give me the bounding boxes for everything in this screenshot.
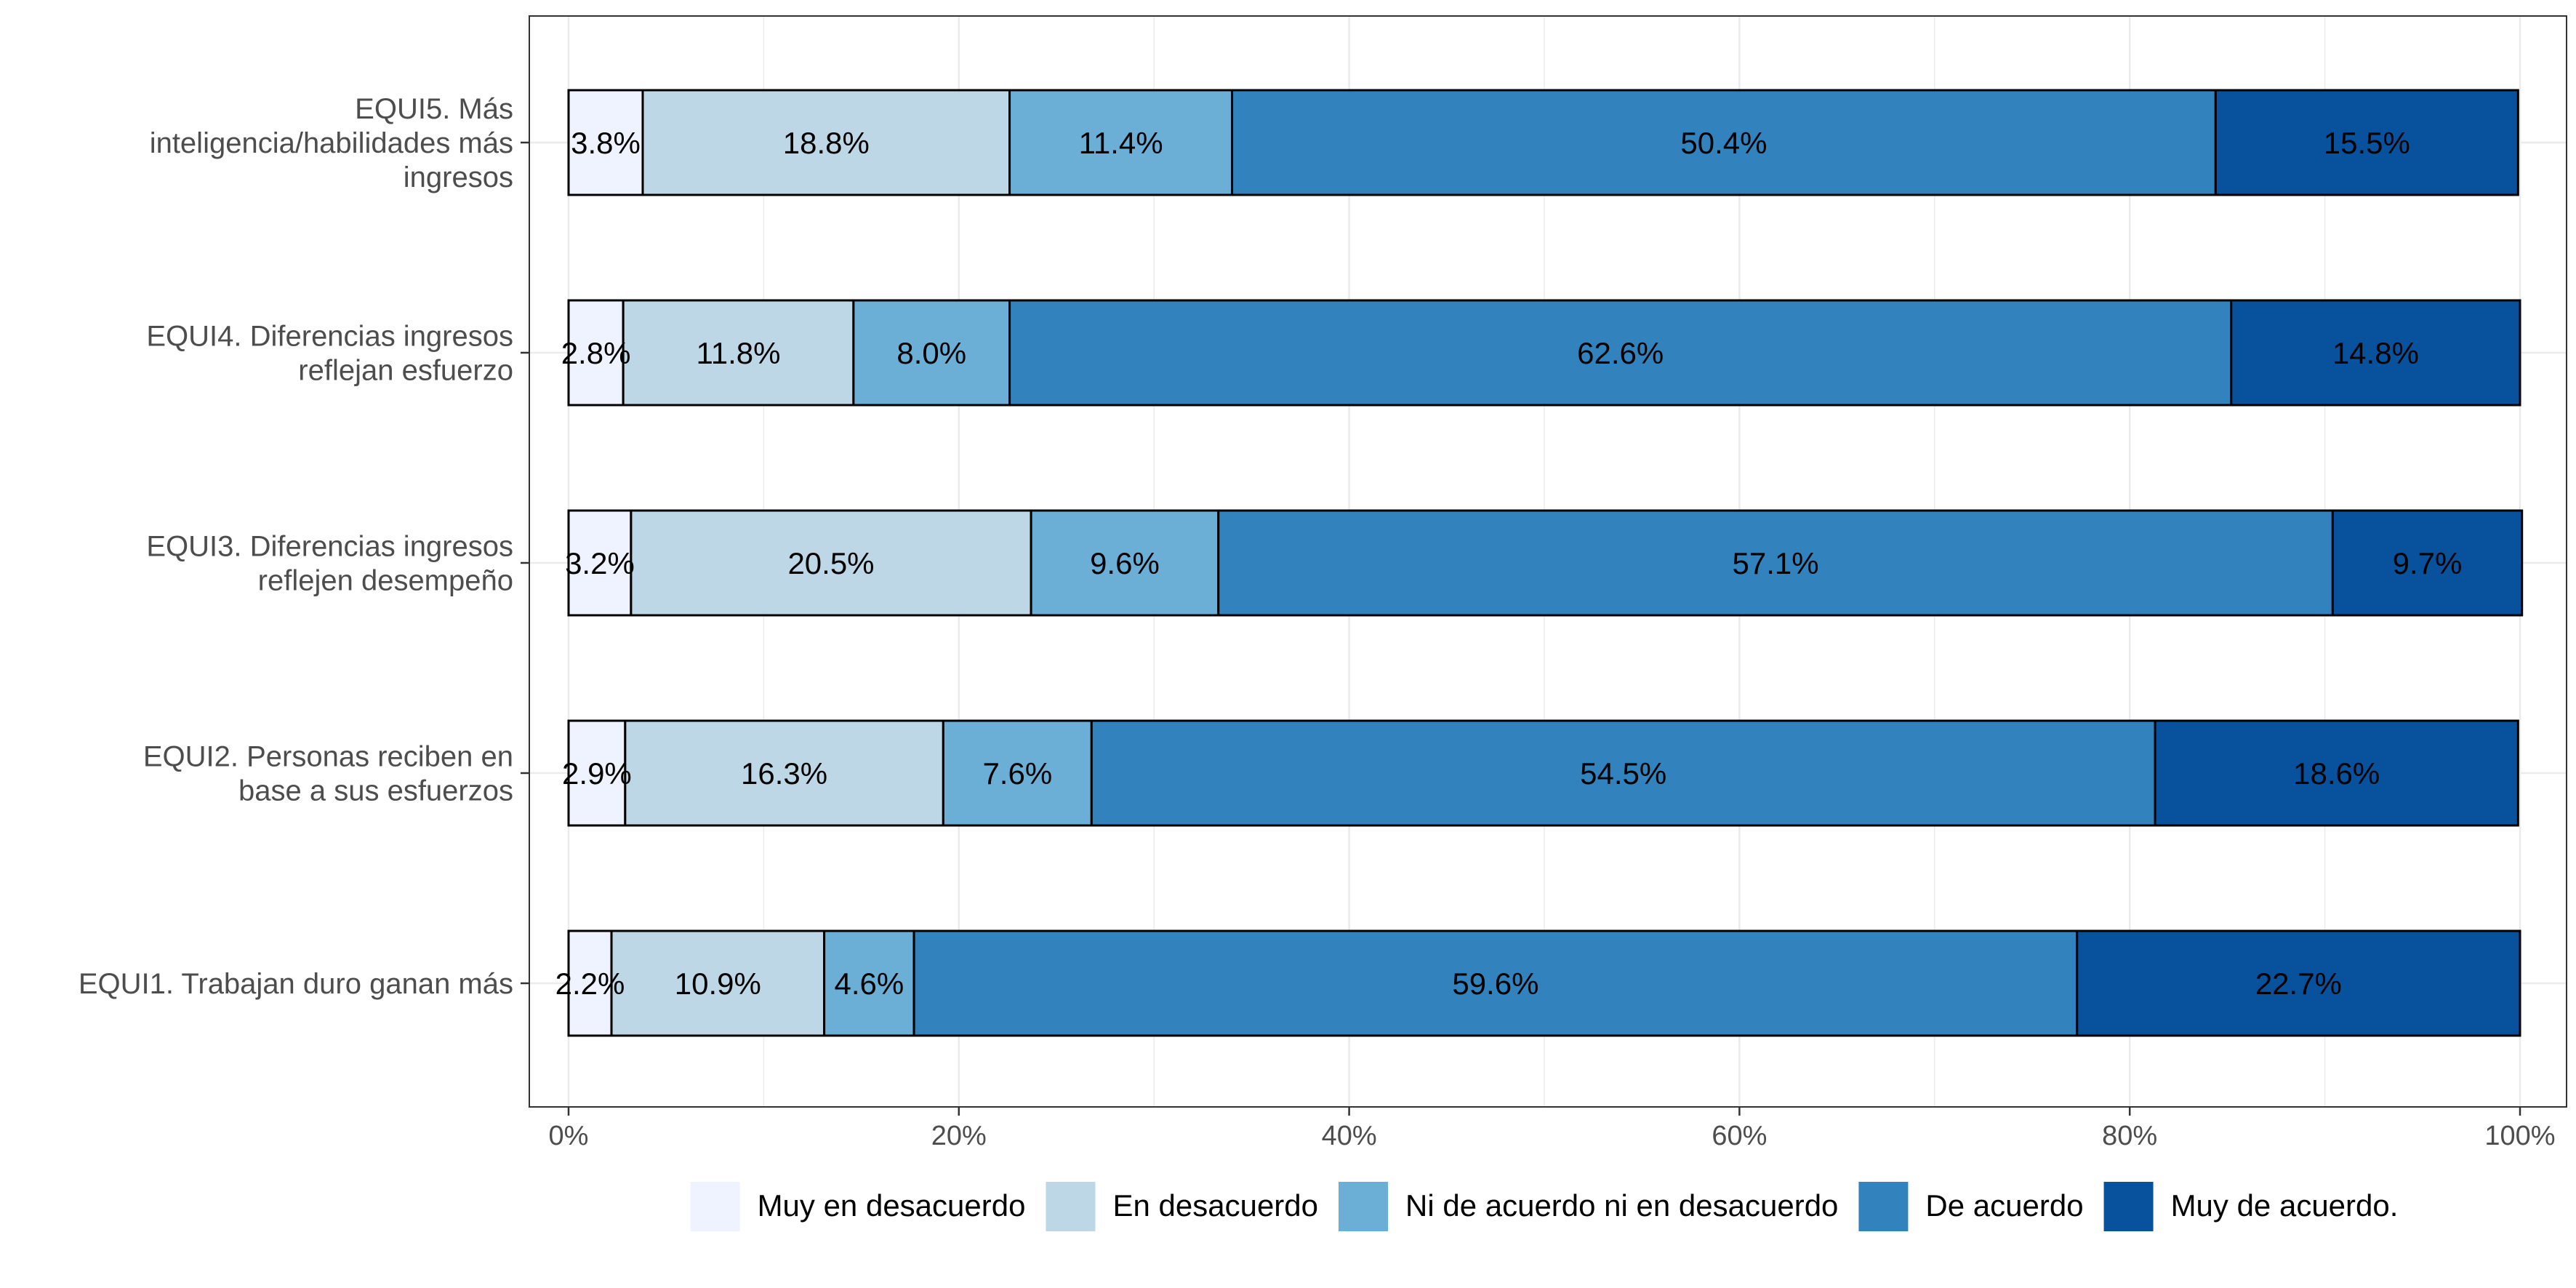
bar-segment bbox=[1008, 299, 2233, 407]
plot-border bbox=[529, 15, 2567, 1108]
legend-swatch bbox=[2103, 1182, 2154, 1231]
data-label: 62.6% bbox=[1577, 336, 1664, 370]
bar-segment bbox=[622, 299, 855, 407]
bar-segment bbox=[1231, 89, 2217, 196]
data-label: 2.9% bbox=[562, 756, 632, 791]
bar-segment bbox=[942, 719, 1093, 827]
y-category-label: EQUI3. Diferencias ingresos reflejen dese… bbox=[146, 531, 513, 597]
x-tick-label: 100% bbox=[2484, 1121, 2555, 1151]
legend-item: Muy en desacuerdo bbox=[690, 1182, 1026, 1231]
bar-segment bbox=[567, 299, 625, 407]
x-tick-label: 80% bbox=[2102, 1121, 2157, 1151]
legend-swatch bbox=[1046, 1182, 1096, 1231]
bar-segment bbox=[567, 929, 613, 1037]
data-label: 10.9% bbox=[675, 967, 761, 1001]
data-label: 8.0% bbox=[896, 336, 966, 370]
data-label: 57.1% bbox=[1733, 546, 1819, 580]
x-tick-label: 20% bbox=[931, 1121, 987, 1151]
data-label: 11.8% bbox=[697, 336, 781, 370]
bar-segment bbox=[2214, 89, 2519, 196]
y-category-label: EQUI5. Más inteligencia/habilidades más in… bbox=[150, 93, 513, 193]
y-category-label: EQUI4. Diferencias ingresos reflejan esfu… bbox=[146, 321, 513, 387]
data-label: 50.4% bbox=[1680, 126, 1767, 160]
data-label: 9.7% bbox=[2393, 546, 2463, 580]
bar-segment bbox=[2076, 929, 2521, 1037]
legend-swatch bbox=[690, 1182, 740, 1231]
y-category-label: EQUI1. Trabajan duro ganan más bbox=[79, 968, 513, 1000]
bar-segment bbox=[567, 509, 633, 617]
data-label: 18.6% bbox=[2293, 756, 2380, 791]
legend: Muy en desacuerdo En desacuerdo Ni de acue… bbox=[690, 1182, 2399, 1231]
data-label: 11.4% bbox=[1079, 126, 1163, 160]
legend-item: Muy de acuerdo. bbox=[2103, 1182, 2399, 1231]
data-label: 2.2% bbox=[555, 967, 625, 1001]
y-category-label: EQUI2. Personas reciben en base a sus esf… bbox=[143, 741, 513, 807]
legend-swatch bbox=[1339, 1182, 1389, 1231]
x-tick-label: 60% bbox=[1712, 1121, 1767, 1151]
legend-label: En desacuerdo bbox=[1112, 1188, 1318, 1223]
data-label: 20.5% bbox=[787, 546, 874, 580]
legend-item: Ni de acuerdo ni en desacuerdo bbox=[1339, 1182, 1838, 1231]
x-axis: 0% 20% 40% 60% 80% 100% bbox=[549, 1107, 2556, 1151]
legend-item: De acuerdo bbox=[1858, 1182, 2084, 1231]
data-label: 9.6% bbox=[1090, 546, 1160, 580]
data-label: 18.8% bbox=[783, 126, 870, 160]
data-labels-group: 3.8% 18.8% 11.4% 50.4% 15.5% 2.8% 11.8% 8.0% 62.… bbox=[555, 126, 2463, 1001]
data-label: 15.5% bbox=[2324, 126, 2410, 160]
data-label: 3.2% bbox=[565, 546, 635, 580]
bar-segment bbox=[1217, 509, 2334, 617]
bar-segment bbox=[912, 929, 2079, 1037]
legend-item: En desacuerdo bbox=[1046, 1182, 1318, 1231]
bar-segment bbox=[1008, 89, 1234, 196]
data-label: 3.8% bbox=[571, 126, 641, 160]
bar-segment bbox=[2331, 509, 2524, 617]
legend-label: De acuerdo bbox=[1925, 1188, 2083, 1223]
bars-group bbox=[567, 89, 2524, 1037]
data-label: 7.6% bbox=[982, 756, 1052, 791]
data-label: 54.5% bbox=[1580, 756, 1666, 791]
legend-swatch bbox=[1858, 1182, 1909, 1231]
data-label: 4.6% bbox=[834, 967, 904, 1001]
legend-label: Ni de acuerdo ni en desacuerdo bbox=[1405, 1188, 1838, 1223]
bar-segment bbox=[641, 89, 1011, 196]
bar-segment bbox=[823, 929, 915, 1037]
bar-segment bbox=[2154, 719, 2519, 827]
x-tick-label: 0% bbox=[549, 1121, 589, 1151]
data-label: 59.6% bbox=[1452, 967, 1538, 1001]
legend-label: Muy en desacuerdo bbox=[758, 1188, 1026, 1223]
data-label: 14.8% bbox=[2332, 336, 2419, 370]
bar-segment bbox=[852, 299, 1011, 407]
x-tick-label: 40% bbox=[1322, 1121, 1377, 1151]
data-label: 16.3% bbox=[741, 756, 827, 791]
y-axis: EQUI5. Más inteligencia/habilidades más in… bbox=[79, 93, 529, 1000]
legend-label: Muy de acuerdo. bbox=[2171, 1188, 2399, 1223]
data-label: 2.8% bbox=[561, 336, 631, 370]
data-label: 22.7% bbox=[2255, 967, 2342, 1001]
bar-segment bbox=[567, 89, 644, 196]
bar-segment bbox=[2230, 299, 2521, 407]
